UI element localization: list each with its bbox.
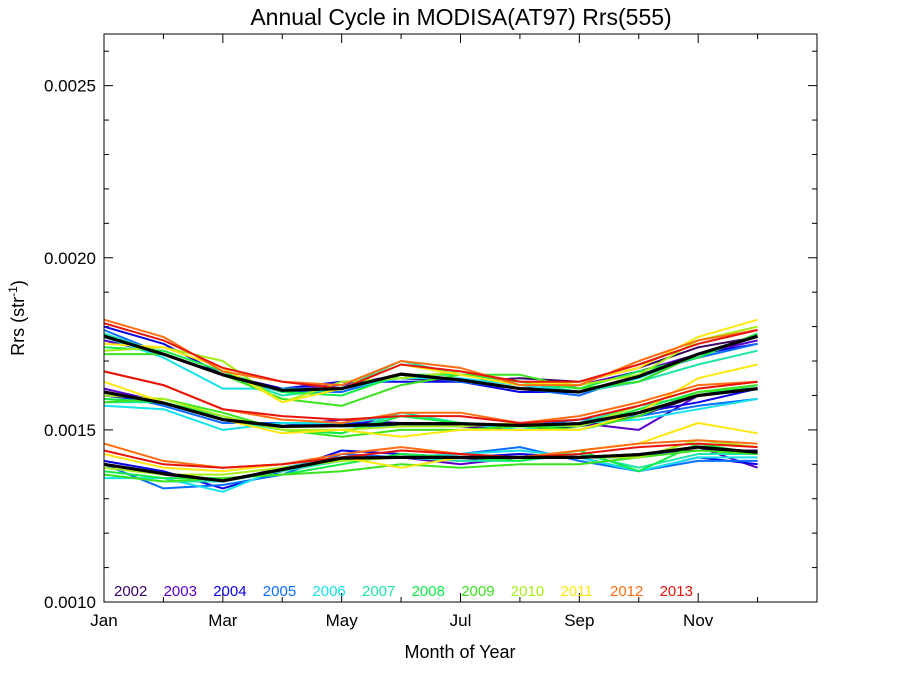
y-tick-label: 0.0025 xyxy=(44,77,96,96)
legend-item-2011: 2011 xyxy=(560,583,592,600)
x-axis-label: Month of Year xyxy=(404,642,515,662)
legend-item-2008: 2008 xyxy=(412,583,445,600)
chart-title: Annual Cycle in MODISA(AT97) Rrs(555) xyxy=(250,4,671,30)
x-tick-label: Mar xyxy=(208,611,238,630)
legend-item-2004: 2004 xyxy=(213,583,246,600)
y-axis-ticks: 0.0010 0.0015 0.0020 0.0025 xyxy=(44,50,817,612)
legend-item-2005: 2005 xyxy=(263,583,296,600)
x-axis-ticks: Jan Mar May Jul Sep Nov xyxy=(90,34,759,630)
y-tick-label: 0.0010 xyxy=(44,593,96,612)
series-line-2007-lower xyxy=(103,453,758,483)
series-line-2013-middle xyxy=(103,370,758,424)
x-tick-label: Nov xyxy=(683,611,714,630)
mean-line-upper xyxy=(103,334,759,394)
x-tick-label: May xyxy=(326,611,359,630)
x-tick-label: Jan xyxy=(90,611,117,630)
series-line-2009-middle xyxy=(103,384,758,438)
series-layer xyxy=(103,318,758,493)
legend-item-2002: 2002 xyxy=(114,583,147,600)
mean-line-middle xyxy=(103,387,758,428)
y-axis-label: Rrs (str-1) xyxy=(6,280,28,356)
legend: 2002 2003 2004 2005 2006 2007 2008 2009 2010 2011… xyxy=(114,583,693,600)
y-axis-label-sup: -1 xyxy=(6,286,20,297)
legend-item-2007: 2007 xyxy=(362,583,395,600)
y-axis-label-main: Rrs (str xyxy=(8,297,28,356)
series-line-2011-lower xyxy=(103,422,758,473)
x-tick-label: Sep xyxy=(564,611,594,630)
x-tick-label: Jul xyxy=(450,611,472,630)
y-tick-label: 0.0015 xyxy=(44,421,96,440)
legend-item-2012: 2012 xyxy=(610,583,643,600)
mean-line-lower xyxy=(103,445,758,483)
y-tick-label: 0.0020 xyxy=(44,249,96,268)
mean-layer xyxy=(103,334,759,483)
series-line-2010-upper xyxy=(103,325,758,404)
legend-item-2013: 2013 xyxy=(660,583,693,600)
series-line-2012-upper xyxy=(103,318,758,387)
legend-item-2006: 2006 xyxy=(312,583,345,600)
plot-frame xyxy=(103,33,818,603)
series-line-2011-upper xyxy=(103,318,758,404)
y-axis-label-tail: ) xyxy=(8,280,28,286)
legend-item-2010: 2010 xyxy=(511,583,544,600)
legend-item-2003: 2003 xyxy=(164,583,197,600)
series-line-2013-upper xyxy=(103,322,758,390)
series-line-2013-lower xyxy=(103,442,758,469)
legend-item-2009: 2009 xyxy=(461,583,494,600)
